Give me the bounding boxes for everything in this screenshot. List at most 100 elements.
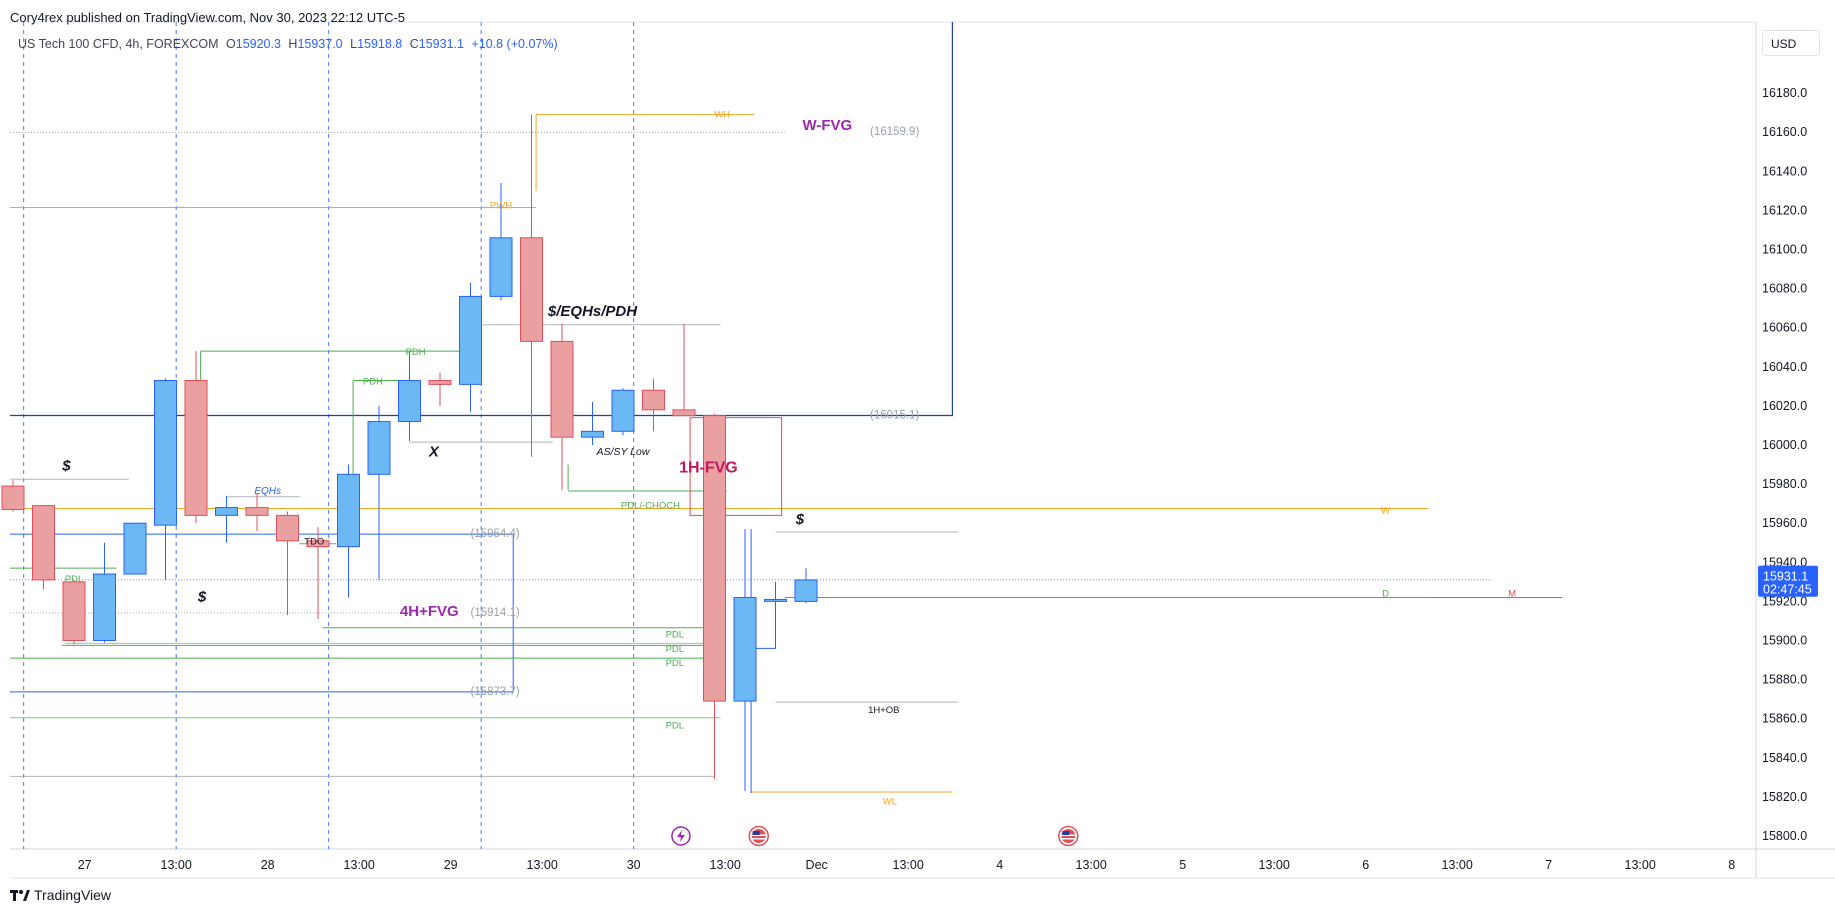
candle-4	[123, 522, 147, 575]
economic-event-marker-1[interactable]	[671, 826, 691, 846]
annotation-label: (16015.1)	[870, 410, 919, 422]
candle-3	[93, 542, 116, 643]
price-tick-label: 16080.0	[1762, 282, 1807, 296]
footer-brand[interactable]: TradingView	[10, 887, 111, 903]
footer-brand-text: TradingView	[34, 887, 112, 903]
candle-body-up	[398, 379, 421, 423]
price-tick-label: 15880.0	[1762, 673, 1807, 687]
time-tick-label: 28	[261, 858, 275, 872]
high-value: 15937.0	[297, 37, 343, 51]
annotation-label: PDL	[65, 574, 83, 585]
annotation-label: $	[197, 588, 207, 605]
price-tick-label: 15840.0	[1762, 751, 1807, 765]
annotation-label: PWH	[490, 200, 512, 211]
price-tick-label: 15860.0	[1762, 712, 1807, 726]
time-tick-label: 29	[444, 858, 458, 872]
time-tick-label: 5	[1179, 858, 1186, 872]
candle-body-down	[32, 505, 55, 581]
publish-info: Cory4rex published on TradingView.com, N…	[10, 10, 406, 25]
price-tick-label: 15960.0	[1762, 516, 1807, 530]
candle-body-down	[184, 379, 208, 516]
h1-fvg-box	[689, 417, 783, 516]
time-tick-label: Dec	[806, 858, 828, 872]
candle-20	[611, 388, 635, 436]
candle-body-up	[581, 430, 604, 438]
flag-canton	[752, 831, 760, 835]
symbol-name[interactable]: US Tech 100 CFD, 4h, FOREXCOM	[18, 37, 219, 51]
candle-16	[489, 183, 513, 301]
annotation-label: X	[428, 444, 440, 461]
candle-17	[520, 114, 543, 457]
candle-body-up	[611, 389, 635, 432]
flag-stripe	[751, 834, 766, 836]
time-tick-label: 8	[1728, 858, 1735, 872]
time-tick-label: 13:00	[1442, 858, 1473, 872]
economic-event-marker-2[interactable]	[748, 825, 769, 847]
candle-23	[703, 413, 726, 780]
candle-25	[764, 587, 787, 606]
flash-icon	[676, 830, 685, 842]
open-label: O	[226, 37, 236, 51]
annotation-label: M	[1508, 589, 1516, 600]
annotation-label: 4H+FVG	[400, 603, 459, 620]
annotation-label: W	[1381, 505, 1390, 516]
annotation-label: $	[61, 457, 71, 474]
price-tag-value: 15931.1	[1763, 570, 1808, 584]
candle-body-down	[520, 237, 543, 342]
candle-body-down	[703, 415, 726, 702]
price-tick-label: 16040.0	[1762, 360, 1807, 374]
open-value: 15920.3	[235, 37, 281, 51]
annotation-label: (15914.1)	[471, 607, 520, 619]
time-tick-label: 13:00	[1259, 858, 1290, 872]
annotation-label: PDL/-CHOCH	[621, 501, 680, 512]
candle-15	[459, 282, 482, 412]
close-value: 15931.1	[418, 37, 464, 51]
candle-body-down	[245, 507, 269, 516]
time-tick-label: 4	[996, 858, 1003, 872]
flag-stripe	[1061, 834, 1076, 836]
candle-body-down	[642, 389, 665, 411]
annotation-label: (16159.9)	[870, 126, 919, 138]
candle-22	[672, 323, 696, 417]
change-value: +10.8 (+0.07%)	[471, 37, 558, 51]
price-tick-label: 16180.0	[1762, 86, 1807, 100]
candle-5	[154, 378, 177, 580]
candle-14	[428, 372, 452, 406]
tradingview-logo-icon	[10, 889, 30, 901]
low-label: L	[350, 37, 358, 51]
candle-body-down	[672, 409, 696, 417]
time-tick-label: 13:00	[344, 858, 375, 872]
candle-13	[398, 351, 421, 442]
time-tick-label: 27	[78, 858, 92, 872]
price-tick-label: 15820.0	[1762, 790, 1807, 804]
h4-fvg-box	[9, 533, 514, 693]
candle-body-up	[93, 573, 116, 642]
candle-6	[184, 351, 208, 524]
time-tick-label: 30	[627, 858, 641, 872]
candle-body-up	[215, 507, 238, 516]
low-value: 15918.8	[357, 37, 403, 51]
annotation-label: $	[795, 511, 805, 528]
annotation-label: (15873.7)	[471, 686, 520, 698]
w-fvg-box	[9, 22, 954, 417]
flag-stripe	[1061, 838, 1076, 840]
currency-select[interactable]: USD	[1762, 30, 1820, 56]
economic-event-marker-3[interactable]	[1058, 825, 1079, 847]
candle-body-up	[764, 598, 787, 602]
candle-body-down	[62, 581, 86, 641]
time-tick-label: 13:00	[1625, 858, 1656, 872]
price-tick-label: 16160.0	[1762, 125, 1807, 139]
annotation-label: PDH	[406, 347, 426, 358]
candle-8	[245, 493, 269, 532]
candle-body-down	[550, 340, 574, 438]
annotation-label: W-FVG	[803, 117, 853, 134]
price-tick-label: 15920.0	[1762, 594, 1807, 608]
candle-body-down	[1, 485, 25, 511]
annotation-label: AS/SY Low	[596, 446, 651, 458]
candle-10	[306, 527, 330, 619]
time-tick-label: 6	[1362, 858, 1369, 872]
annotation-label: EQHs	[254, 486, 281, 497]
symbol-legend: US Tech 100 CFD, 4h, FOREXCOM O15920.3 H…	[18, 37, 558, 51]
